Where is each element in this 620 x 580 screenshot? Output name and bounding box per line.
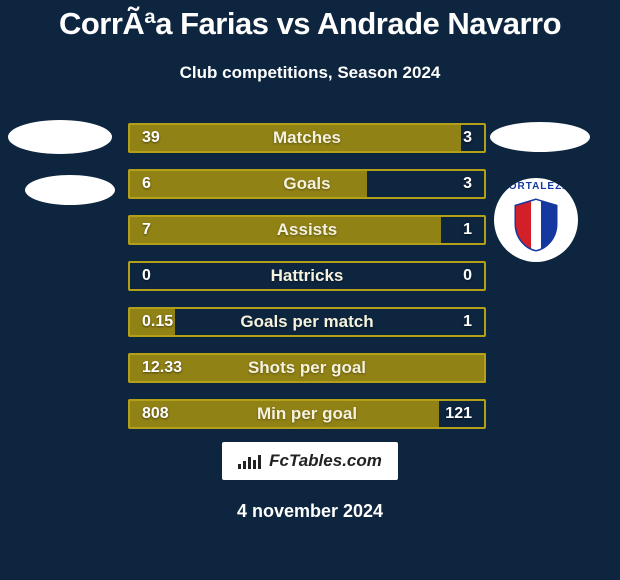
stat-label: Matches — [273, 128, 341, 148]
stat-left-value: 12.33 — [142, 359, 182, 377]
club-crest-fortaleza: FORTALEZA — [494, 178, 578, 262]
stat-row: 0.15 1 Goals per match — [128, 307, 486, 337]
crest-text: FORTALEZA — [494, 181, 578, 192]
page-subtitle: Club competitions, Season 2024 — [0, 63, 620, 83]
blank-ellipse — [8, 120, 112, 154]
page-title: CorrÃªa Farias vs Andrade Navarro — [0, 0, 620, 42]
stat-label: Goals — [283, 174, 330, 194]
fctables-text: FcTables.com — [269, 451, 382, 471]
stat-label: Assists — [277, 220, 337, 240]
stat-left-value: 0.15 — [142, 313, 173, 331]
fctables-badge: FcTables.com — [222, 442, 398, 480]
stat-right-value: 121 — [445, 405, 472, 423]
stat-row: 6 3 Goals — [128, 169, 486, 199]
stat-row: 7 1 Assists — [128, 215, 486, 245]
stat-fill — [128, 169, 367, 199]
stat-right-value: 1 — [463, 221, 472, 239]
stat-row: 0 0 Hattricks — [128, 261, 486, 291]
stat-left-value: 0 — [142, 267, 151, 285]
stat-label: Shots per goal — [248, 358, 366, 378]
stat-row: 39 3 Matches — [128, 123, 486, 153]
date-line: 4 november 2024 — [0, 501, 620, 522]
stat-left-value: 39 — [142, 129, 160, 147]
blank-ellipse — [25, 175, 115, 205]
stat-left-value: 6 — [142, 175, 151, 193]
stat-label: Min per goal — [257, 404, 357, 424]
stat-row: 808 121 Min per goal — [128, 399, 486, 429]
stat-left-value: 7 — [142, 221, 151, 239]
comparison-infographic: CorrÃªa Farias vs Andrade Navarro Club c… — [0, 0, 620, 580]
stat-row: 12.33 Shots per goal — [128, 353, 486, 383]
crest-shield-icon — [512, 198, 560, 252]
stat-rows: 39 3 Matches 6 3 Goals 7 1 Assists 0 0 Hattricks 0.1… — [128, 123, 486, 445]
stat-label: Hattricks — [271, 266, 344, 286]
stat-right-value: 3 — [463, 175, 472, 193]
stat-right-value: 0 — [463, 267, 472, 285]
stat-right-value: 1 — [463, 313, 472, 331]
stat-label: Goals per match — [240, 312, 373, 332]
blank-ellipse — [490, 122, 590, 152]
stat-right-value: 3 — [463, 129, 472, 147]
fctables-bars-icon — [238, 453, 263, 469]
stat-left-value: 808 — [142, 405, 169, 423]
